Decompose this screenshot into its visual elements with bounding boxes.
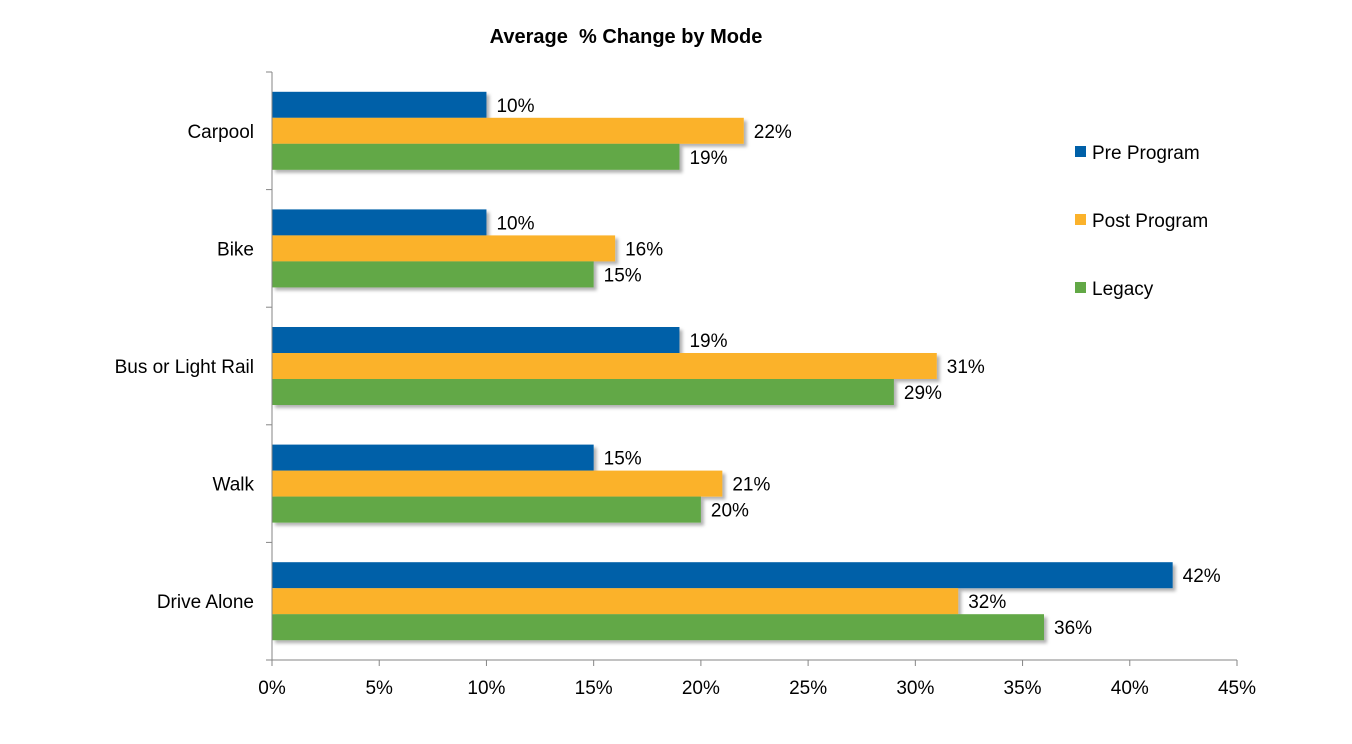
- data-label-carpool-legacy: 19%: [689, 148, 727, 169]
- data-labels-layer: 10% 22% 19% 10% 16% 15% 19% 31%29% 15% 21% 20% 42% 3…: [496, 96, 1220, 639]
- data-label-bus-or-light-rail-legacy: 29%: [904, 383, 942, 404]
- category-label: Bus or Light Rail: [115, 357, 254, 378]
- x-tick-label: 30%: [896, 678, 934, 699]
- data-label-bus-or-light-rail-post-program: 31%: [947, 357, 985, 378]
- axes-layer: Carpool Bike Bus or Light Rail Walk Drive Al…: [115, 71, 1256, 699]
- x-tick-label: 20%: [682, 678, 720, 699]
- bar-carpool-legacy: [272, 143, 680, 170]
- data-label-carpool-pre-program: 10%: [496, 96, 534, 117]
- bar-drive-alone-pre-program: [272, 562, 1173, 589]
- data-label-drive-alone-legacy: 36%: [1054, 618, 1092, 639]
- data-label-carpool-post-program: 22%: [754, 122, 792, 143]
- x-tick-label: 35%: [1004, 678, 1042, 699]
- data-label-bike-post-program: 16%: [625, 239, 663, 260]
- bar-carpool-post-program: [272, 117, 744, 144]
- data-label-drive-alone-pre-program: 42%: [1183, 566, 1221, 587]
- data-label-bike-pre-program: 10%: [496, 213, 534, 234]
- legend-swatch-legacy: [1075, 282, 1086, 293]
- category-label: Drive Alone: [157, 592, 254, 613]
- x-tick-label: 45%: [1218, 678, 1256, 699]
- bar-carpool-pre-program: [272, 91, 487, 118]
- bar-bike-post-program: [272, 235, 616, 262]
- x-tick-label: 15%: [575, 678, 613, 699]
- category-label: Walk: [212, 475, 254, 496]
- legend-label-pre-program: Pre Program: [1092, 143, 1200, 164]
- category-label: Carpool: [187, 122, 254, 143]
- x-tick-label: 25%: [789, 678, 827, 699]
- bars-layer: [272, 91, 1173, 641]
- bar-drive-alone-post-program: [272, 588, 959, 615]
- data-label-walk-post-program: 21%: [732, 475, 770, 496]
- bar-bike-legacy: [272, 261, 594, 288]
- bar-bus-or-light-rail-pre-program: [272, 327, 680, 353]
- bar-walk-legacy: [272, 496, 701, 523]
- legend-label-post-program: Post Program: [1092, 211, 1208, 232]
- x-tick-label: 5%: [365, 678, 393, 699]
- bar-bus-or-light-rail-legacy: [272, 379, 894, 405]
- data-label-walk-legacy: 20%: [711, 501, 749, 522]
- legend-label-legacy: Legacy: [1092, 279, 1154, 300]
- data-label-bike-legacy: 15%: [604, 265, 642, 286]
- data-label-bus-or-light-rail-pre-program: 19%: [689, 331, 727, 352]
- chart-title: Average % Change by Mode: [490, 26, 763, 48]
- bar-walk-pre-program: [272, 444, 594, 471]
- bar-bus-or-light-rail-post-program: [272, 353, 937, 379]
- category-label: Bike: [217, 239, 254, 260]
- x-tick-label: 10%: [467, 678, 505, 699]
- legend-swatch-pre-program: [1075, 146, 1086, 157]
- legend-swatch-post-program: [1075, 214, 1086, 225]
- data-label-walk-pre-program: 15%: [604, 449, 642, 470]
- bar-drive-alone-legacy: [272, 614, 1044, 641]
- bar-bike-pre-program: [272, 209, 487, 236]
- bar-walk-post-program: [272, 470, 723, 497]
- x-tick-label: 40%: [1111, 678, 1149, 699]
- data-label-drive-alone-post-program: 32%: [968, 592, 1006, 613]
- legend: Pre Program Post Program Legacy: [1075, 143, 1208, 300]
- x-tick-label: 0%: [258, 678, 286, 699]
